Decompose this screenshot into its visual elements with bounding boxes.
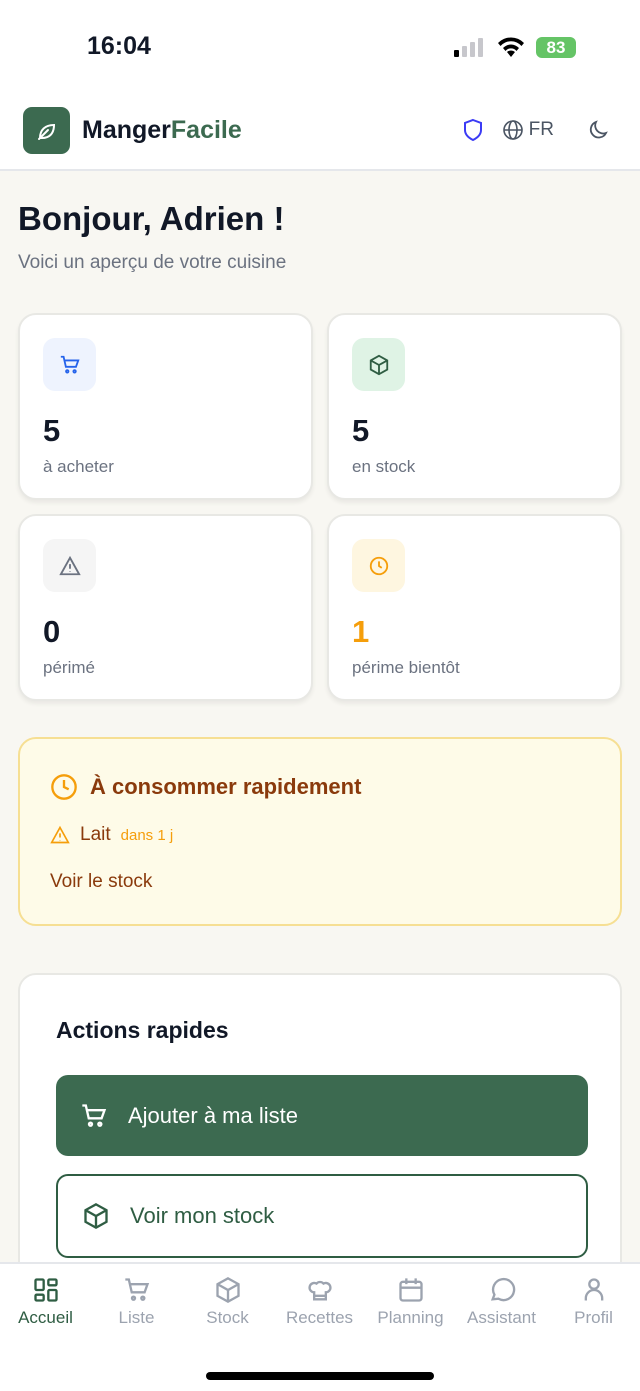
leaf-logo-icon[interactable] (23, 107, 70, 154)
globe-icon (502, 120, 523, 140)
nav-profil[interactable]: Profil (548, 1276, 639, 1328)
alert-item: Lait dans 1 j (50, 824, 173, 846)
clock-icon (51, 774, 77, 800)
nav-label: Assistant (467, 1308, 536, 1327)
nav-label: Stock (206, 1308, 249, 1327)
nav-planning[interactable]: Planning (365, 1276, 456, 1328)
cart-icon (82, 1103, 107, 1127)
nav-assistant[interactable]: Assistant (456, 1276, 547, 1328)
warning-icon (50, 825, 70, 844)
nav-stock[interactable]: Stock (182, 1276, 273, 1328)
status-bar: 16:04 83 (0, 0, 640, 86)
stat-card-expiring-soon[interactable]: 1 périme bientôt (327, 514, 622, 701)
quick-actions-title: Actions rapides (56, 1017, 229, 1043)
box-icon (215, 1276, 240, 1304)
stat-card-expired[interactable]: 0 périmé (18, 514, 313, 701)
moon-icon[interactable] (588, 119, 610, 141)
nav-label: Recettes (285, 1308, 354, 1327)
expiring-alert: À consommer rapidement Lait dans 1 j Voi… (18, 737, 622, 926)
bottom-nav: Accueil Liste Stock Recettes Planning As… (0, 1262, 640, 1391)
user-icon (584, 1278, 603, 1301)
nav-label: Planning (377, 1308, 444, 1327)
battery-icon: 83 (536, 37, 576, 58)
box-icon (352, 338, 405, 391)
stat-card-to-buy[interactable]: 5 à acheter (18, 313, 313, 500)
clock-icon (352, 539, 405, 592)
language-button[interactable]: FR (502, 119, 554, 141)
greeting-subtitle: Voici un aperçu de votre cuisine (18, 252, 287, 273)
alert-title: À consommer rapidement (90, 774, 362, 799)
stat-value: 5 (43, 413, 61, 448)
stat-label: à acheter (43, 457, 114, 476)
shield-icon[interactable] (462, 118, 484, 142)
language-label: FR (528, 119, 554, 140)
greeting-title: Bonjour, Adrien ! (18, 200, 285, 237)
cart-icon (43, 338, 96, 391)
warning-icon (43, 539, 96, 592)
add-to-list-button[interactable]: Ajouter à ma liste (56, 1075, 588, 1156)
calendar-icon (398, 1278, 423, 1302)
status-time: 16:04 (87, 32, 151, 60)
stat-value: 5 (352, 413, 370, 448)
app-header: MangerFacile FR (0, 86, 640, 171)
nav-accueil[interactable]: Accueil (0, 1276, 91, 1328)
home-indicator[interactable] (206, 1372, 434, 1380)
stat-value: 1 (352, 614, 370, 649)
cart-icon (124, 1278, 149, 1301)
nav-label: Profil (574, 1308, 613, 1327)
brand-name: MangerFacile (82, 116, 242, 144)
stat-label: périme bientôt (352, 658, 460, 677)
add-to-list-label: Ajouter à ma liste (128, 1102, 298, 1128)
nav-liste[interactable]: Liste (91, 1276, 182, 1328)
alert-item-due: dans 1 j (120, 826, 174, 844)
stat-label: périmé (43, 658, 95, 677)
wifi-icon (498, 37, 524, 57)
nav-label: Liste (118, 1308, 155, 1327)
dashboard-icon (33, 1278, 58, 1302)
stat-card-in-stock[interactable]: 5 en stock (327, 313, 622, 500)
chef-hat-icon (307, 1280, 332, 1301)
nav-label: Accueil (18, 1308, 73, 1327)
view-stock-label: Voir mon stock (130, 1203, 275, 1228)
alert-item-name: Lait (80, 824, 111, 845)
quick-actions: Actions rapides Ajouter à ma liste Voir … (18, 973, 622, 1293)
stat-value: 0 (43, 614, 61, 649)
stat-label: en stock (352, 457, 416, 476)
signal-icon (454, 38, 483, 57)
chat-bubble-icon (490, 1277, 515, 1302)
box-icon (84, 1202, 108, 1230)
view-stock-button[interactable]: Voir mon stock (56, 1174, 588, 1258)
nav-recettes[interactable]: Recettes (274, 1276, 365, 1328)
view-stock-link[interactable]: Voir le stock (50, 871, 153, 892)
